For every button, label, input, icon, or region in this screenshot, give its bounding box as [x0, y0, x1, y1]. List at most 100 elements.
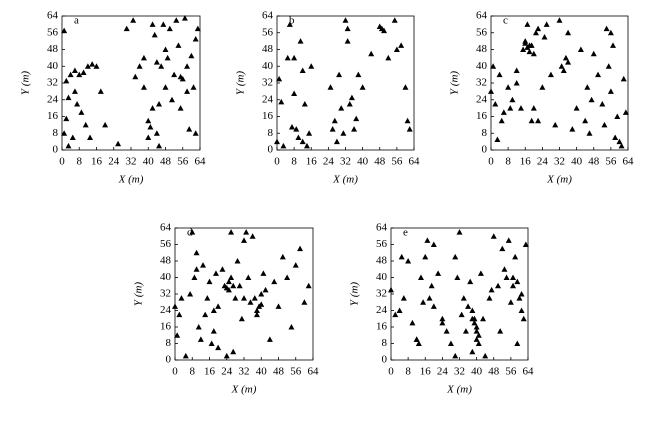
point [439, 319, 446, 326]
point [84, 63, 91, 69]
x-tick-label: 56 [605, 156, 617, 168]
point [430, 303, 437, 309]
point [465, 303, 472, 309]
point [565, 29, 572, 36]
point [225, 278, 232, 285]
point [166, 25, 173, 32]
point [359, 84, 366, 90]
y-tick-label: 16 [160, 321, 172, 333]
point [610, 42, 617, 48]
point [595, 71, 602, 78]
point [509, 96, 516, 103]
x-tick-label: 32 [239, 366, 250, 378]
point [520, 46, 527, 52]
point [340, 130, 347, 136]
x-tick-label: 8 [291, 156, 297, 168]
point [430, 241, 437, 247]
point [171, 71, 178, 78]
point [243, 229, 250, 235]
x-tick-label: 40 [357, 156, 369, 168]
y-tick-label: 64 [47, 10, 59, 22]
point [351, 126, 358, 132]
x-tick-label: 40 [471, 366, 483, 378]
point [234, 258, 241, 264]
point [503, 274, 510, 280]
x-tick-label: 40 [256, 366, 268, 378]
y-tick-label: 40 [160, 271, 172, 283]
point [61, 130, 68, 136]
point [586, 130, 593, 136]
point [140, 84, 147, 90]
point [460, 295, 467, 301]
point [238, 315, 245, 322]
point [513, 80, 520, 86]
point [210, 328, 217, 334]
point [336, 71, 343, 78]
point [251, 295, 258, 301]
x-tick-label: 8 [505, 156, 511, 168]
point [151, 31, 158, 38]
point [184, 63, 191, 69]
panel-label: a [74, 15, 79, 27]
point [482, 352, 489, 359]
point [524, 21, 531, 27]
x-tick-label: 8 [77, 156, 83, 168]
point [471, 319, 478, 326]
point [569, 126, 576, 132]
point [342, 17, 349, 23]
point [132, 73, 139, 80]
y-axis-label: Y (m) [235, 71, 247, 95]
y-tick-label: 40 [47, 60, 59, 72]
point [299, 67, 306, 73]
point [475, 340, 482, 346]
point [266, 336, 273, 342]
point [505, 237, 512, 243]
point [556, 17, 563, 23]
point [215, 344, 222, 351]
point [168, 96, 175, 103]
point [78, 109, 85, 115]
point [241, 237, 247, 243]
x-tick-label: 8 [190, 366, 196, 378]
x-tick-label: 56 [391, 156, 403, 168]
x-tick-label: 16 [306, 156, 318, 168]
x-axis-label: X (m) [546, 174, 572, 186]
point [501, 266, 508, 272]
point [230, 282, 237, 289]
point [153, 59, 160, 65]
point [176, 311, 183, 318]
point [520, 315, 527, 322]
y-tick-label: 64 [376, 222, 388, 234]
point [518, 307, 525, 313]
y-tick-label: 48 [376, 255, 388, 267]
point [206, 278, 213, 285]
point [346, 100, 353, 107]
point [417, 274, 424, 280]
point [528, 42, 535, 48]
point [80, 69, 87, 76]
point [164, 54, 171, 61]
x-tick-label: 64 [195, 156, 207, 168]
y-tick-label: 40 [376, 271, 388, 283]
y-tick-label: 16 [47, 110, 59, 122]
y-axis-label: Y (m) [449, 71, 461, 95]
x-tick-label: 40 [143, 156, 155, 168]
point [426, 295, 433, 301]
point [192, 36, 199, 42]
y-tick-label: 32 [160, 288, 171, 300]
point [488, 88, 494, 94]
point [494, 136, 501, 143]
x-tick-label: 48 [374, 156, 386, 168]
y-tick-label: 32 [262, 77, 273, 89]
x-tick-label: 24 [323, 156, 335, 168]
point [136, 63, 143, 69]
point [535, 25, 542, 32]
point [93, 63, 100, 69]
y-axis-label: Y (m) [133, 282, 145, 306]
panel-label: d [187, 227, 193, 239]
point [149, 105, 156, 111]
x-tick-label: 24 [437, 366, 449, 378]
x-tick-label: 48 [488, 366, 500, 378]
y-axis-label: Y (m) [20, 71, 32, 95]
point [182, 352, 189, 359]
